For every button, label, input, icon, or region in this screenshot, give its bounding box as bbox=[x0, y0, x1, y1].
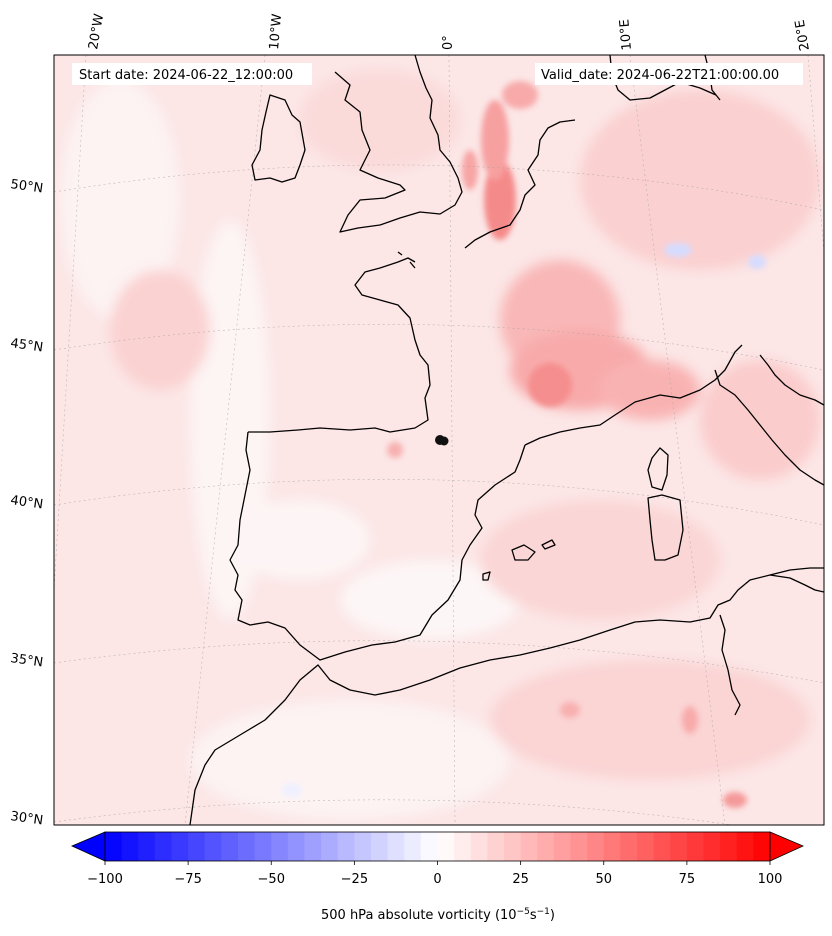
colorbar-cell bbox=[304, 832, 322, 861]
corsica-coast bbox=[647, 447, 669, 491]
lat-label-45n: 45°N bbox=[9, 336, 44, 355]
colorbar-tick-label: −50 bbox=[258, 872, 285, 887]
colorbar-cell bbox=[271, 832, 289, 861]
great-britain-coast bbox=[334, 55, 463, 233]
colorbar-cell bbox=[337, 832, 355, 861]
europe-coast bbox=[248, 257, 431, 433]
colorbar-cell bbox=[670, 832, 688, 861]
colorbar-cell bbox=[703, 832, 721, 861]
channel-coast bbox=[464, 119, 576, 249]
colorbar-cell bbox=[105, 832, 123, 861]
colorbar-tick-label: 75 bbox=[679, 872, 696, 887]
lon-label-0: 0° bbox=[441, 35, 456, 50]
colorbar-cell bbox=[371, 832, 389, 861]
colorbar-cell bbox=[121, 832, 139, 861]
valid-date-text: Valid_date: 2024-06-22T21:00:00.00 bbox=[541, 68, 779, 83]
colorbar-cell bbox=[487, 832, 505, 861]
colorbar-cell bbox=[470, 832, 488, 861]
lat-label-40n: 40°N bbox=[9, 493, 44, 512]
colorbar-extend-max bbox=[769, 831, 804, 862]
vorticity-maximum bbox=[387, 81, 747, 808]
colorbar-cell bbox=[504, 832, 522, 861]
start-date-text: Start date: 2024-06-22_12:00:00 bbox=[79, 68, 293, 83]
coastlines bbox=[189, 55, 824, 825]
map-panel bbox=[54, 55, 824, 825]
adriatic-coast bbox=[759, 354, 824, 406]
sardinia-coast bbox=[647, 494, 684, 561]
lat-label-30n: 30°N bbox=[9, 809, 44, 828]
colorbar-cell bbox=[171, 832, 189, 861]
colorbar-cell bbox=[520, 832, 538, 861]
valid-date-box: Valid_date: 2024-06-22T21:00:00.00 bbox=[535, 63, 803, 85]
vorticity-field bbox=[60, 70, 820, 820]
location-marker bbox=[435, 435, 449, 446]
colorbar-extend-min bbox=[71, 831, 106, 862]
colorbar-tick-label: 0 bbox=[433, 872, 441, 887]
colorbar-cell bbox=[238, 832, 256, 861]
colorbar-cell bbox=[570, 832, 588, 861]
lon-label-10w: 10°W bbox=[267, 13, 285, 50]
colorbar-cell bbox=[620, 832, 638, 861]
colorbar-tick-label: −75 bbox=[174, 872, 201, 887]
colorbar-label: 500 hPa absolute vorticity (10−5s−1) bbox=[321, 907, 555, 923]
iberia-coast bbox=[229, 431, 526, 661]
colorbar-ticks: −100 −75 −50 −25 0 25 50 75 100 bbox=[87, 861, 782, 887]
vorticity-minimum bbox=[282, 243, 766, 797]
sicily-coast bbox=[769, 574, 824, 593]
colorbar-cell bbox=[254, 832, 272, 861]
colorbar-cell bbox=[188, 832, 206, 861]
colorbar: −100 −75 −50 −25 0 25 50 75 100 500 hPa absolute… bbox=[71, 831, 804, 923]
start-date-box: Start date: 2024-06-22_12:00:00 bbox=[72, 63, 312, 85]
colorbar-cell bbox=[404, 832, 422, 861]
gulf-of-lion-coast bbox=[524, 344, 743, 446]
north-africa-coast bbox=[189, 567, 824, 825]
map-frame bbox=[53, 54, 825, 826]
colorbar-cell bbox=[537, 832, 555, 861]
lat-label-50n: 50°N bbox=[9, 177, 44, 196]
colorbar-tick-label: 50 bbox=[595, 872, 612, 887]
latitude-labels: 50°N 45°N 40°N 35°N 30°N bbox=[9, 177, 44, 828]
gridlines bbox=[54, 55, 824, 825]
colorbar-cell bbox=[653, 832, 671, 861]
colorbar-cell bbox=[587, 832, 605, 861]
colorbar-cell bbox=[553, 832, 572, 861]
colorbar-cell bbox=[287, 832, 306, 861]
colorbar-cell bbox=[221, 832, 239, 861]
colorbar-cell bbox=[753, 832, 771, 861]
colorbar-cell bbox=[437, 832, 455, 861]
colorbar-cell bbox=[454, 832, 472, 861]
colorbar-tick-label: 100 bbox=[758, 872, 783, 887]
longitude-labels: 20°W 10°W 0° 10°E 20°E bbox=[86, 13, 813, 52]
colorbar-tick-label: −100 bbox=[87, 872, 123, 887]
colorbar-cell bbox=[321, 832, 339, 861]
colorbar-cell bbox=[736, 832, 754, 861]
italy-coast bbox=[714, 369, 824, 486]
colorbar-cell bbox=[603, 832, 621, 861]
colorbar-cell bbox=[154, 832, 173, 861]
lon-label-20e: 20°E bbox=[793, 19, 813, 52]
colorbar-cell bbox=[686, 832, 705, 861]
colorbar-cell bbox=[354, 832, 372, 861]
colorbar-cell bbox=[138, 832, 156, 861]
lon-label-10e: 10°E bbox=[617, 19, 635, 51]
colorbar-cell bbox=[420, 832, 439, 861]
colorbar-cell bbox=[387, 832, 405, 861]
colorbar-cell bbox=[720, 832, 738, 861]
colorbar-tick-label: −25 bbox=[341, 872, 368, 887]
lon-label-20w: 20°W bbox=[86, 13, 107, 51]
ireland-coast bbox=[251, 94, 306, 183]
lat-label-35n: 35°N bbox=[9, 651, 44, 670]
colorbar-cell bbox=[637, 832, 655, 861]
colorbar-tick-label: 25 bbox=[512, 872, 529, 887]
colorbar-cells bbox=[105, 832, 771, 861]
colorbar-cell bbox=[204, 832, 222, 861]
balearic-coast bbox=[511, 544, 536, 561]
